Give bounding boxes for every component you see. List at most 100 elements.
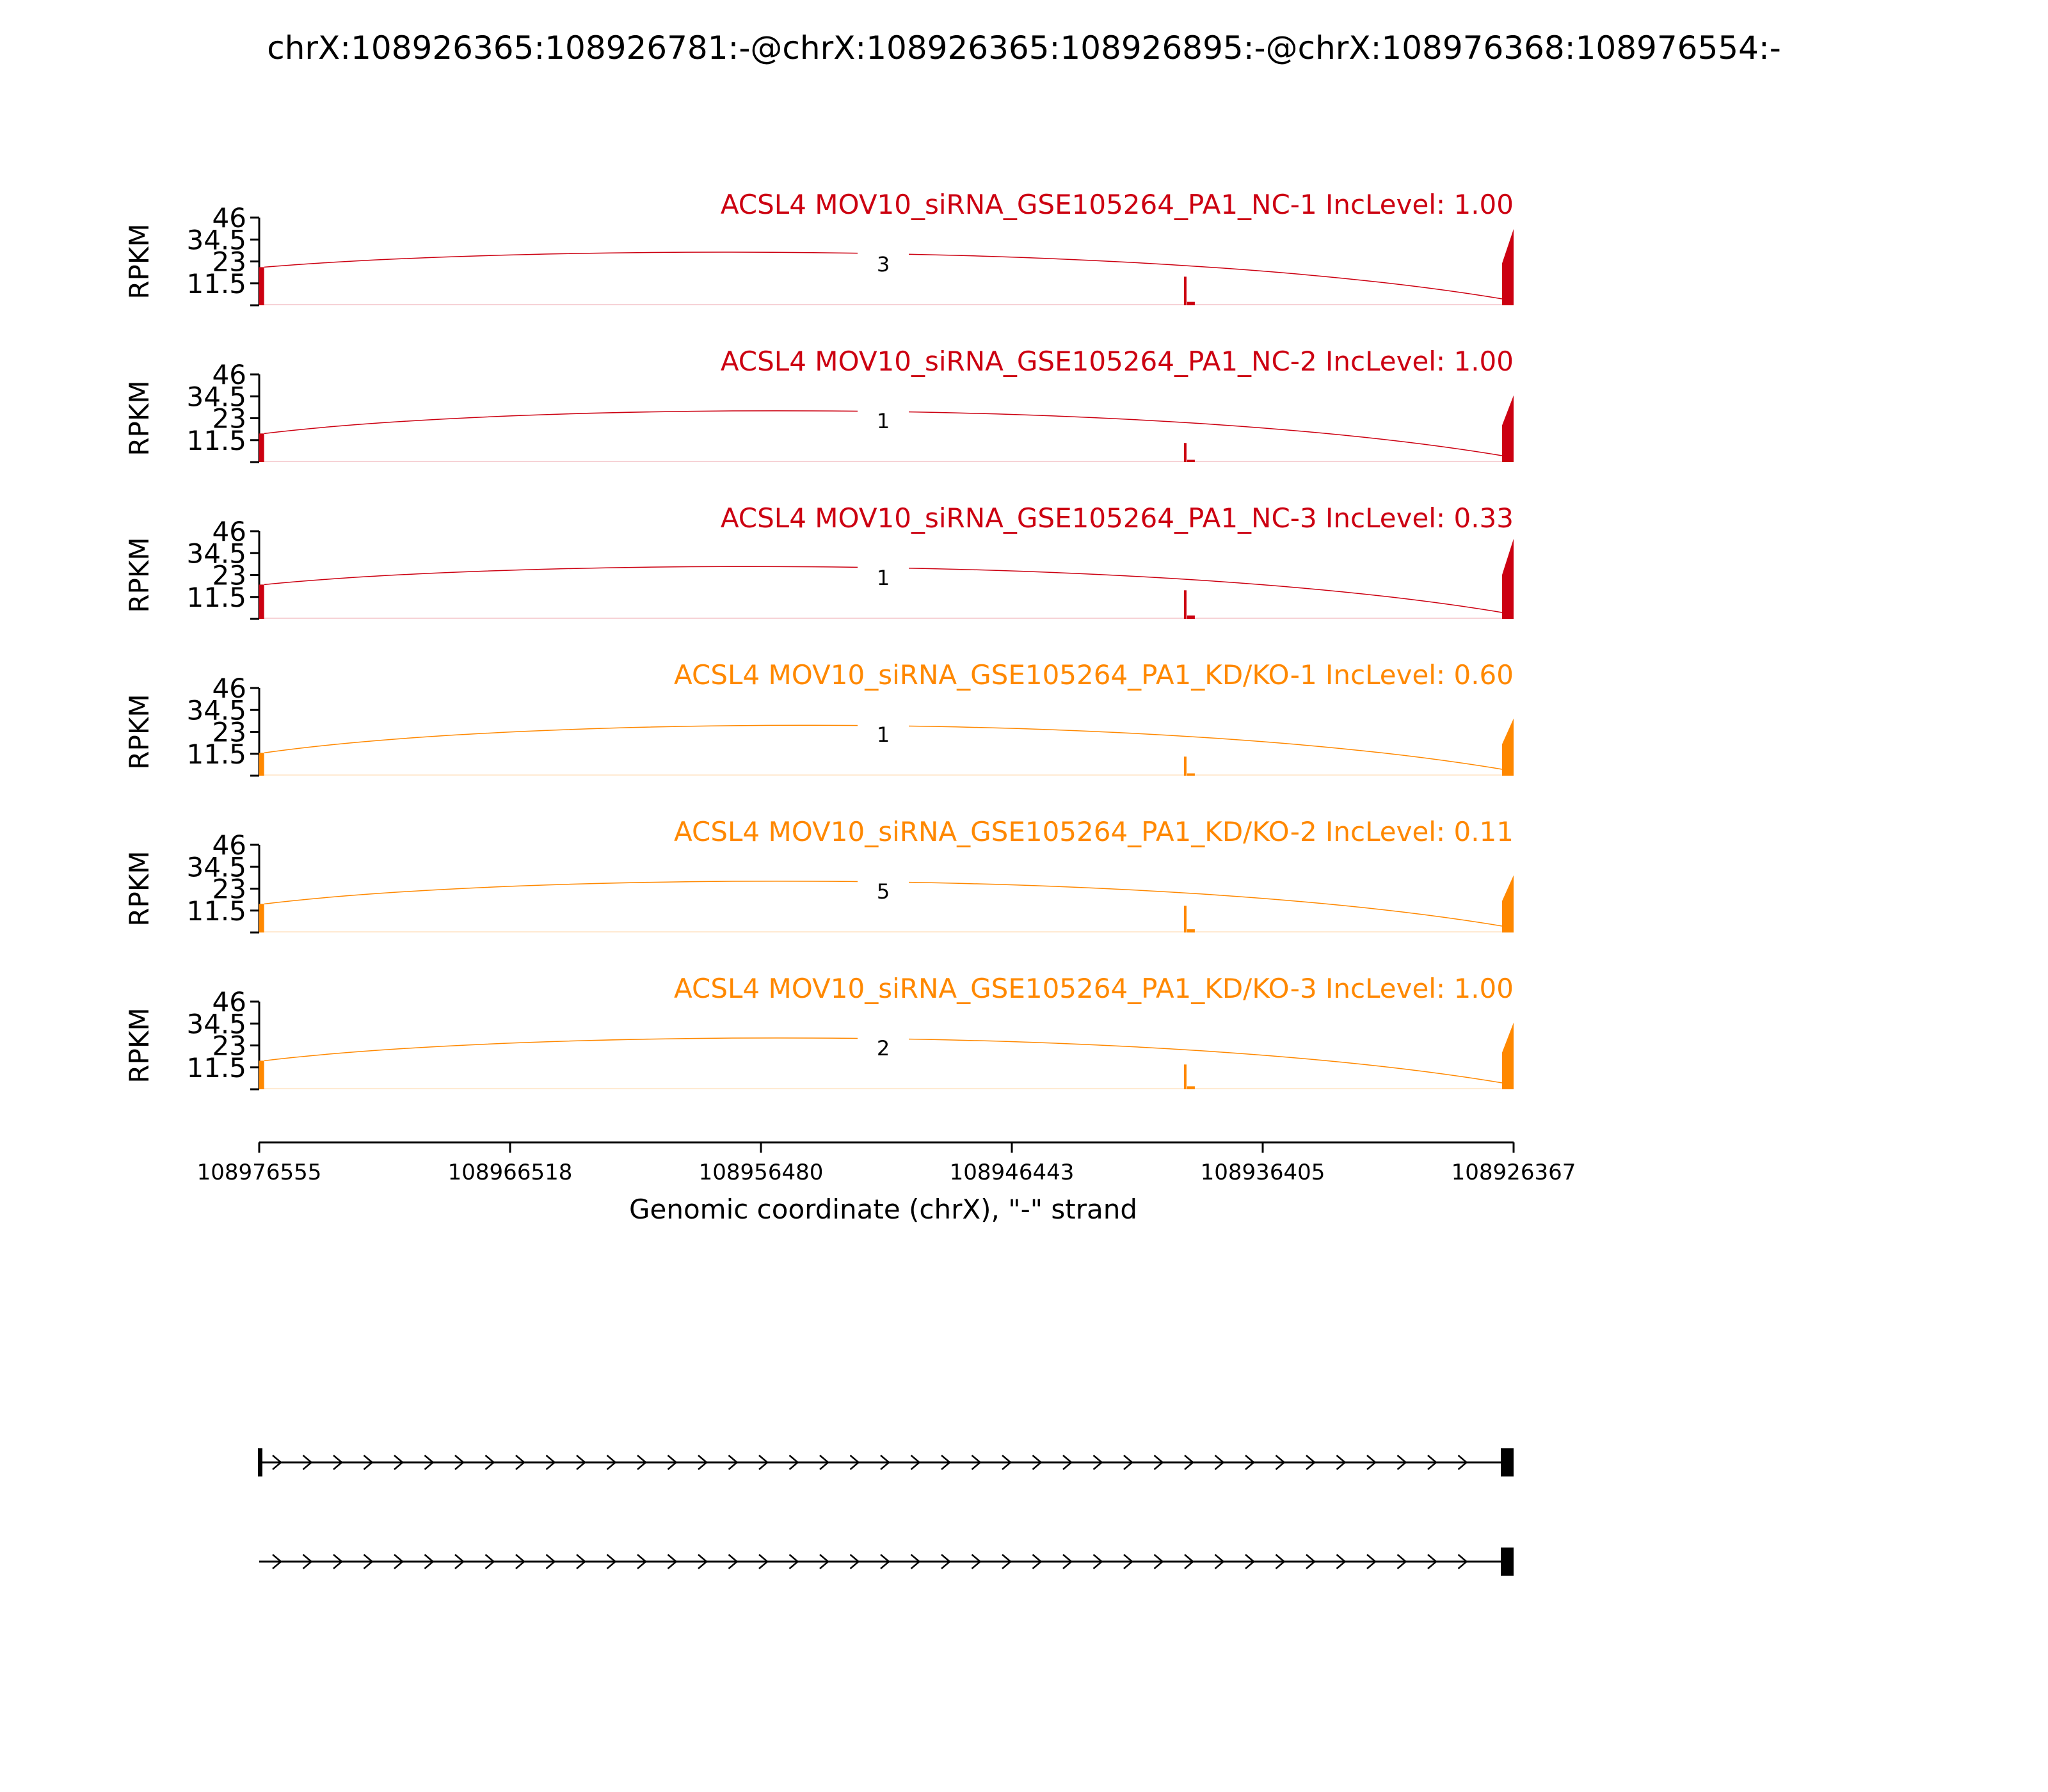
strand-arrow [1275,1554,1286,1569]
strand-arrow [1245,1455,1255,1470]
strand-arrow [1092,1455,1103,1470]
y-tick-label: 46 [212,516,246,547]
strand-arrow [606,1554,617,1569]
strand-arrow [1184,1455,1194,1470]
strand-arrow [1123,1455,1133,1470]
strand-arrow [1214,1455,1225,1470]
strand-arrow [1366,1455,1377,1470]
strand-arrow [971,1554,982,1569]
y-tick-label: 11.5 [186,739,246,770]
strand-arrow [1153,1455,1164,1470]
y-axis-label: RPKM [124,851,155,926]
isoform-2 [259,1548,1514,1576]
coverage-exon-2-tail [1187,301,1195,305]
junction-count-bg [858,409,909,435]
coverage-exon-3 [1502,228,1514,305]
y-tick-label: 23 [212,717,246,748]
strand-arrow [1427,1554,1437,1569]
coverage-exon-1 [259,1060,264,1089]
strand-arrow [1153,1554,1164,1569]
isoform-exon-3 [1501,1448,1514,1476]
junction-count: 1 [877,723,890,747]
junction-arc [264,724,1503,770]
coverage-exon-3 [1502,875,1514,932]
strand-arrow [971,1455,982,1470]
y-tick-label: 46 [212,359,246,390]
y-tick-label: 34.5 [186,381,246,412]
y-tick-label: 34.5 [186,851,246,883]
coverage-exon-2-tail [1187,460,1195,462]
strand-arrow [484,1554,495,1569]
coverage-exon-1 [259,433,264,462]
x-tick-label: 108976555 [197,1160,322,1185]
coverage-exon-2 [1183,276,1187,305]
strand-arrow [1396,1554,1407,1569]
strand-arrow [394,1455,404,1470]
strand-arrow [302,1554,313,1569]
strand-arrow [1457,1554,1468,1569]
y-tick-label: 46 [212,202,246,234]
strand-arrow [1245,1554,1255,1569]
strand-arrow [1002,1554,1012,1569]
strand-arrow [272,1455,282,1470]
track-label: ACSL4 MOV10_siRNA_GSE105264_PA1_KD/KO-3 … [674,973,1514,1004]
coverage-exon-1 [259,584,264,619]
junction-count-bg [858,566,909,591]
strand-arrow [333,1554,343,1569]
strand-arrow [545,1554,556,1569]
strand-arrow [1427,1455,1437,1470]
coverage-exon-3 [1502,1022,1514,1089]
junction-count: 2 [877,1036,890,1060]
strand-arrow [1366,1554,1377,1569]
strand-arrow [788,1554,799,1569]
strand-arrow [941,1554,951,1569]
coverage-exon-2-tail [1187,773,1195,776]
y-axis-label: RPKM [124,537,155,612]
coverage-exon-2-tail [1187,929,1195,932]
strand-arrow [1214,1554,1225,1569]
track-label: ACSL4 MOV10_siRNA_GSE105264_PA1_NC-1 Inc… [721,189,1514,220]
y-axis-label: RPKM [124,380,155,456]
y-axis-label: RPKM [124,223,155,299]
strand-arrow [1032,1455,1043,1470]
coverage-exon-1 [259,904,264,932]
y-tick-label: 23 [212,560,246,591]
coverage-exon-2 [1183,1064,1187,1089]
track-label: ACSL4 MOV10_siRNA_GSE105264_PA1_NC-3 Inc… [721,502,1514,534]
y-tick-label: 46 [212,986,246,1018]
track-label: ACSL4 MOV10_siRNA_GSE105264_PA1_KD/KO-2 … [674,816,1514,847]
y-tick-label: 11.5 [186,425,246,456]
strand-arrow [394,1554,404,1569]
junction-count-bg [858,252,909,278]
y-tick-label: 34.5 [186,1008,246,1039]
coverage-exon-3 [1502,395,1514,462]
strand-arrow [819,1455,829,1470]
strand-arrow [363,1455,374,1470]
x-axis: 108976555 108966518 108956480 108946443 1089… [197,1141,1576,1185]
strand-arrow [1123,1554,1133,1569]
junction-arc [264,881,1503,927]
junction-count-bg [858,723,909,748]
strand-arrow [424,1455,435,1470]
y-tick-label: 11.5 [186,895,246,927]
strand-arrow [272,1554,282,1569]
strand-arrow [819,1554,829,1569]
strand-arrow [880,1554,890,1569]
y-tick-label: 23 [212,1030,246,1062]
chart-title: chrX:108926365:108926781:-@chrX:10892636… [267,29,1781,67]
junction-arc [264,566,1503,613]
strand-arrow [1306,1554,1316,1569]
strand-arrow [1092,1554,1103,1569]
strand-arrow [667,1554,678,1569]
x-tick-label: 108956480 [699,1160,824,1185]
strand-arrow [1396,1455,1407,1470]
strand-arrow [698,1455,708,1470]
strand-arrow [1002,1455,1012,1470]
strand-arrow [758,1455,769,1470]
